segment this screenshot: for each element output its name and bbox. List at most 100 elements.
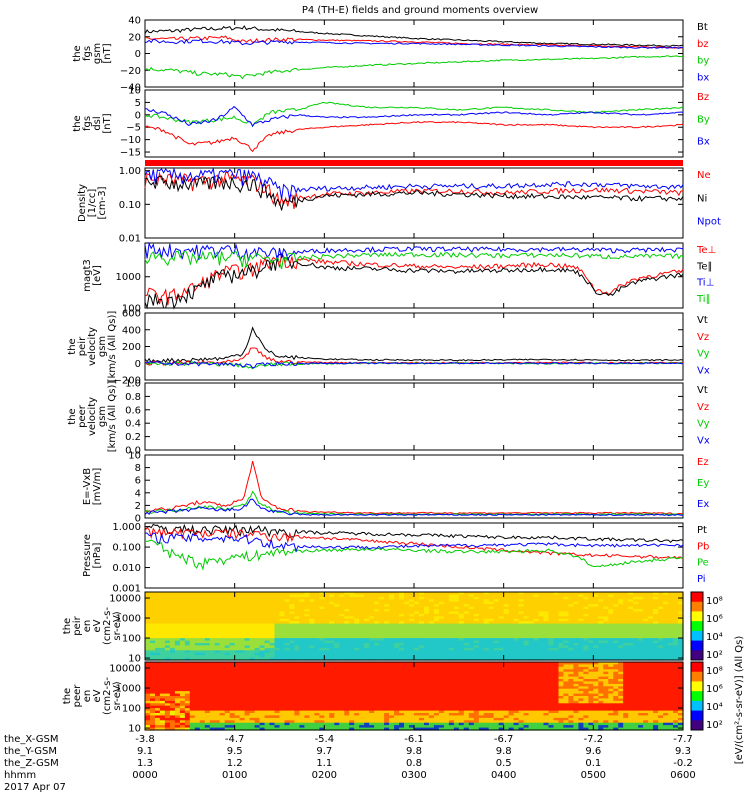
spectrogram-cell	[603, 609, 609, 612]
spectrogram-cell	[199, 700, 206, 704]
spectrogram-cell	[448, 633, 455, 637]
spectrogram-cell	[284, 613, 291, 617]
spectrogram-cell	[409, 601, 415, 605]
spectrogram-cell	[284, 635, 291, 639]
spectrogram-cell	[164, 645, 171, 649]
spectrogram-cell	[164, 727, 171, 731]
spectrogram-cell	[608, 650, 614, 654]
spectrogram-cell	[254, 717, 261, 721]
spectrogram-cell	[194, 727, 201, 731]
spectrogram-cell	[289, 657, 296, 661]
spectrogram-cell	[309, 713, 315, 716]
spectrogram-cell	[399, 594, 405, 598]
spectrogram-cell	[184, 700, 191, 704]
spectrogram-cell	[174, 606, 181, 610]
spectrogram-cell	[264, 676, 271, 680]
spectrogram-cell	[319, 676, 325, 680]
spectrogram-cell	[384, 594, 390, 598]
spectrogram-cell	[259, 596, 266, 600]
spectrogram-cell	[269, 679, 276, 682]
spectrogram-cell	[404, 650, 410, 654]
spectrogram-cell	[219, 686, 226, 690]
spectrogram-cell	[259, 698, 266, 702]
spectrogram-cell	[169, 611, 176, 615]
spectrogram-cell	[379, 713, 385, 716]
spectrogram-cell	[174, 708, 181, 712]
spectrogram-cell	[578, 635, 584, 639]
spectrogram-cell	[404, 596, 410, 600]
spectrogram-cell	[229, 630, 236, 634]
spectrogram-cell	[279, 609, 286, 612]
spectrogram-cell	[224, 606, 231, 610]
spectrogram-cell	[189, 664, 196, 668]
spectrogram-cell	[269, 606, 276, 610]
spectrogram-cell	[279, 650, 286, 654]
spectrogram-cell	[374, 592, 380, 595]
spectrogram-cell	[155, 652, 161, 656]
spectrogram-cell	[204, 679, 211, 682]
spectrogram-cell	[394, 725, 400, 729]
spectrogram-cell	[304, 691, 310, 695]
spectrogram-cell	[314, 604, 320, 608]
spectrogram-cell	[354, 703, 360, 707]
spectrogram-cell	[633, 630, 639, 634]
spectrogram-cell	[279, 630, 286, 634]
legend-entry: Ti⊥	[696, 278, 714, 289]
spectrogram-cell	[299, 650, 305, 654]
spectrogram-cell	[209, 628, 216, 632]
spectrogram-cell	[319, 666, 325, 670]
spectrogram-cell	[150, 635, 156, 639]
spectrogram-cell	[653, 655, 659, 659]
spectrogram-cell	[314, 700, 320, 704]
spectrogram-cell	[468, 606, 475, 610]
spectrogram-cell	[164, 703, 171, 707]
spectrogram-cell	[234, 700, 241, 704]
spectrogram-cell	[324, 662, 330, 665]
spectrogram-cell	[309, 638, 315, 642]
spectrogram-cell	[424, 594, 430, 598]
spectrogram-cell	[249, 647, 256, 651]
spectrogram-cell	[399, 698, 405, 702]
spectrogram-cell	[229, 725, 236, 729]
spectrogram-cell	[264, 688, 271, 692]
spectrogram-cell	[483, 626, 490, 629]
spectrogram-cell	[618, 611, 624, 615]
spectrogram-cell	[259, 715, 266, 719]
spectrogram-cell	[334, 669, 340, 673]
spectrogram-cell	[608, 599, 614, 603]
spectrogram-cell	[254, 686, 261, 690]
spectrogram-cell	[264, 604, 271, 608]
spectrogram-cell	[244, 720, 251, 724]
spectrogram-cell	[453, 628, 460, 632]
spectrogram-cell	[329, 727, 335, 731]
spectrogram-cell	[189, 715, 196, 719]
y-axis-label: E=-VxB	[82, 468, 93, 505]
spectrogram-cell	[483, 635, 490, 639]
spectrogram-cell	[384, 613, 390, 617]
spectrogram-cell	[279, 606, 286, 610]
spectrogram-cell	[463, 606, 470, 610]
spectrogram-cell	[239, 664, 246, 668]
spectrogram-cell	[404, 647, 410, 651]
spectrogram-cell	[359, 599, 365, 603]
spectrogram-cell	[633, 647, 639, 651]
spectrogram-cell	[150, 679, 156, 682]
spectrogram-cell	[384, 666, 390, 670]
spectrogram-cell	[299, 691, 305, 695]
spectrogram-cell	[204, 664, 211, 668]
spectrogram-cell	[239, 606, 246, 610]
spectrogram-cell	[673, 645, 679, 649]
y-tick-label: 0.8	[125, 392, 141, 403]
spectrogram-cell	[289, 720, 296, 724]
spectrogram-cell	[583, 657, 589, 661]
spectrogram-cell	[384, 655, 390, 659]
spectrogram-cell	[239, 599, 246, 603]
spectrogram-cell	[419, 609, 425, 612]
spectrogram-cell	[344, 640, 350, 644]
spectrogram-cell	[289, 650, 296, 654]
spectrogram-cell	[583, 643, 589, 646]
spectrogram-cell	[379, 698, 385, 702]
spectrogram-cell	[354, 688, 360, 692]
spectrogram-cell	[399, 669, 405, 673]
spectrogram-cell	[309, 693, 315, 697]
